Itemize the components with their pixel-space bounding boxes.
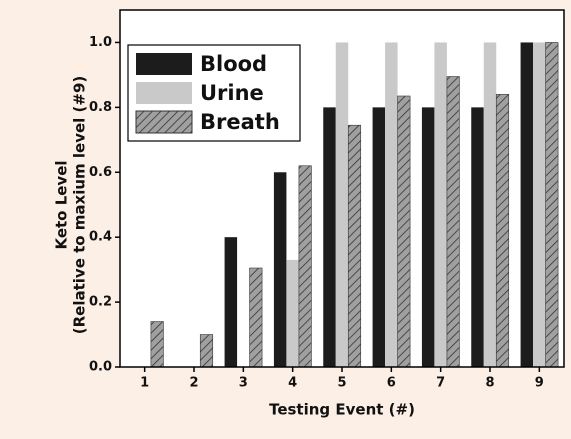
bar [372,107,386,367]
y-axis-subtitle: (Relative to maxium level (#9) [71,76,89,334]
y-tick-label: 0.8 [89,100,112,115]
bar [298,165,312,368]
legend-swatch [135,110,193,134]
bar [199,334,214,368]
bar [483,42,497,368]
x-tick-label: 8 [485,376,494,391]
y-tick-label: 0.0 [89,360,112,375]
x-tick-label: 9 [535,376,544,391]
x-tick-label: 7 [436,376,445,391]
x-tick-label: 1 [140,376,149,391]
bar [533,42,546,368]
bar [545,42,559,368]
bar [397,95,411,368]
bar [520,42,534,368]
y-tick-label: 1.0 [89,35,112,50]
y-tick-label: 0.6 [89,165,112,180]
bar [385,42,398,368]
legend-text: Breath [200,110,280,134]
y-tick-label: 0.2 [89,295,112,310]
bar [150,321,164,368]
bar [224,237,238,367]
x-tick-label: 2 [189,376,198,391]
x-tick-label: 5 [337,376,346,391]
bar [286,259,299,367]
x-tick-label: 3 [239,376,248,391]
legend-swatch [136,82,192,104]
y-axis-title: Keto Level [53,160,71,249]
bar [421,107,435,367]
bar [323,107,336,367]
legend-swatch [136,53,192,75]
bar [434,42,447,368]
bar [471,107,484,367]
bar [446,76,460,368]
bar [273,172,287,367]
plot-frame [119,9,565,368]
y-tick-label: 0.4 [89,230,112,245]
x-tick-label: 6 [387,376,396,391]
x-axis-title: Testing Event (#) [269,401,415,419]
legend-text: Urine [200,81,264,105]
legend-text: Blood [200,52,267,76]
bar [249,267,263,368]
bar [347,124,362,368]
bar [335,42,349,368]
bar [495,94,510,368]
x-tick-label: 4 [288,376,297,391]
